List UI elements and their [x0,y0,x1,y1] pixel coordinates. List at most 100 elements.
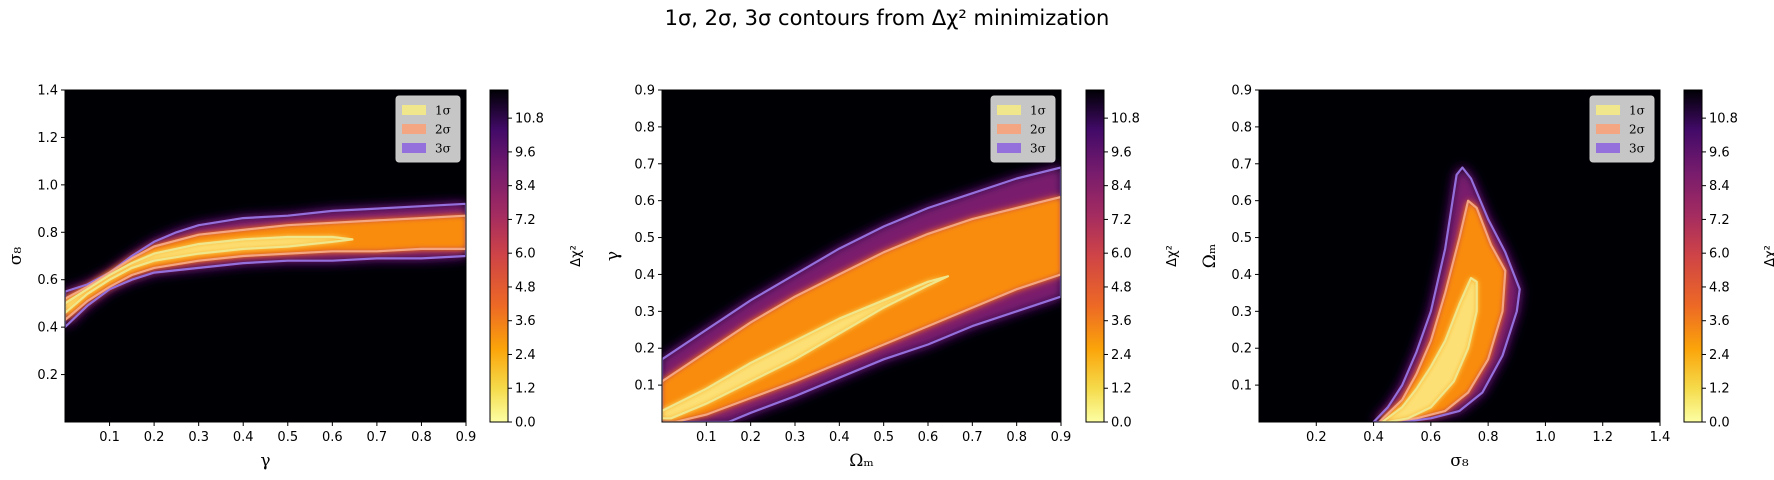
y-tick-label: 1.2 [37,131,58,146]
colorbar-label: Δχ² [1763,245,1774,267]
y-tick-label: 1.4 [37,84,58,99]
legend: 1σ 2σ 3σ [990,95,1056,163]
y-tick-label: 0.5 [1231,231,1252,246]
colorbar: 0.0 1.2 2.4 3.6 4.8 6.0 7.2 8.4 9.6 10.8 Δχ² [1085,89,1180,431]
x-axis-label: Ωₘ [849,451,874,471]
colorbar-tick-label: 10.8 [1111,112,1140,127]
legend: 1σ 2σ 3σ [1589,95,1655,163]
y-tick-label: 0.1 [634,379,655,394]
contour-2sigma [662,195,1061,422]
colorbar-tick-label: 10.8 [1709,112,1738,127]
legend-swatch [402,143,426,153]
x-tick-label: 0.8 [411,430,432,445]
heatmap-fill [1373,167,1520,422]
y-axis-label: σ₈ [6,247,26,266]
contour-2sigma [65,214,466,322]
colorbar-tick-label: 2.4 [1111,348,1132,363]
x-tick-label: 0.9 [1051,430,1072,445]
y-tick-label: 0.6 [634,194,655,209]
y-tick-label: 0.4 [634,268,655,283]
colorbar-tick-label: 3.6 [1111,314,1132,329]
x-tick-label: 0.4 [1363,430,1384,445]
colorbar-gradient [1683,89,1703,423]
axes-frame [64,89,467,423]
colorbar-tick-label: 8.4 [1709,179,1730,194]
contour-lines [1372,166,1521,422]
y-tick-label: 0.8 [37,226,58,241]
subplot-1: 0.1 0.2 0.3 0.4 0.5 0.6 0.7 0.8 0.9 0.2 0.4 0.6 0.8 1… [6,84,584,472]
x-tick-label: 0.1 [696,430,717,445]
contour-lines [662,166,1061,422]
y-tick-label: 0.9 [1231,84,1252,99]
legend-label: 1σ [1030,104,1046,118]
legend-swatch [997,124,1021,134]
y-tick-label: 1.0 [37,178,58,193]
y-tick-label: 0.7 [634,157,655,172]
legend-label: 2σ [1030,123,1046,137]
contour-1sigma [65,235,354,314]
legend-label: 2σ [435,123,451,137]
colorbar: 0.0 1.2 2.4 3.6 4.8 6.0 7.2 8.4 9.6 10.8 Δχ² [489,89,584,431]
colorbar-tick-label: 4.8 [515,280,536,295]
y-tick-label: 0.3 [634,305,655,320]
legend-swatch [402,105,426,115]
heat-band-2sigma-inner [1379,200,1506,422]
colorbar-tick-label: 2.4 [1709,348,1730,363]
colorbar-tick-label: 4.8 [1709,280,1730,295]
legend-swatch [997,105,1021,115]
colorbar-label: Δχ² [1165,245,1180,267]
colorbar-tick-label: 7.2 [1709,213,1730,228]
legend-swatch [997,143,1021,153]
x-tick-label: 0.9 [456,430,477,445]
x-tick-label: 0.3 [785,430,806,445]
heat-band-2sigma-inner [65,215,466,320]
legend-swatch [1596,124,1620,134]
subplot-3: 0.2 0.4 0.6 0.8 1.0 1.2 1.4 0.1 0.2 0.3 0.4 0.5 0.6 0… [1200,84,1774,472]
legend: 1σ 2σ 3σ [395,95,461,163]
colorbar-tick-label: 6.0 [515,247,536,262]
colorbar-tick-label: 1.2 [1709,382,1730,397]
colorbar-tick-label: 0.0 [515,416,536,431]
colorbar-tick-label: 2.4 [515,348,536,363]
colorbar-gradient [489,89,509,423]
x-tick-label: 1.2 [1592,430,1613,445]
y-tick-label: 0.2 [37,368,58,383]
x-tick-label: 0.1 [99,430,120,445]
colorbar-tick-label: 6.0 [1111,247,1132,262]
y-tick-label: 0.2 [1231,342,1252,357]
y-tick-label: 0.7 [1231,157,1252,172]
x-tick-label: 0.5 [873,430,894,445]
contour-1sigma [1381,277,1478,422]
contour-lines [65,202,466,329]
y-tick-label: 0.6 [1231,194,1252,209]
colorbar-tick-label: 0.0 [1111,416,1132,431]
colorbar-tick-label: 4.8 [1111,280,1132,295]
colorbar-tick-label: 1.2 [1111,382,1132,397]
x-tick-label: 0.5 [277,430,298,445]
colorbar-tick-label: 7.2 [1111,213,1132,228]
contour-2sigma [1378,199,1507,422]
x-tick-label: 0.7 [367,430,388,445]
contour-1sigma [662,275,950,420]
x-tick-label: 0.2 [144,430,165,445]
y-tick-label: 0.2 [634,342,655,357]
colorbar-tick-label: 8.4 [1111,179,1132,194]
figure-title: 1σ, 2σ, 3σ contours from Δχ² minimizatio… [664,6,1110,30]
x-tick-label: 0.2 [740,430,761,445]
colorbar: 0.0 1.2 2.4 3.6 4.8 6.0 7.2 8.4 9.6 10.8 Δχ² [1683,89,1774,431]
legend-label: 3σ [1629,142,1645,156]
colorbar-tick-label: 9.6 [515,145,536,160]
y-tick-label: 0.4 [37,321,58,336]
colorbar-label: Δχ² [569,245,584,267]
legend-label: 3σ [435,142,451,156]
y-tick-label: 0.8 [634,120,655,135]
colorbar-tick-label: 9.6 [1709,145,1730,160]
legend-label: 1σ [435,104,451,118]
x-tick-label: 0.3 [188,430,209,445]
x-tick-label: 0.8 [1006,430,1027,445]
y-tick-label: 0.9 [634,84,655,99]
colorbar-tick-label: 7.2 [515,213,536,228]
colorbar-tick-label: 6.0 [1709,247,1730,262]
x-tick-label: 1.0 [1535,430,1556,445]
